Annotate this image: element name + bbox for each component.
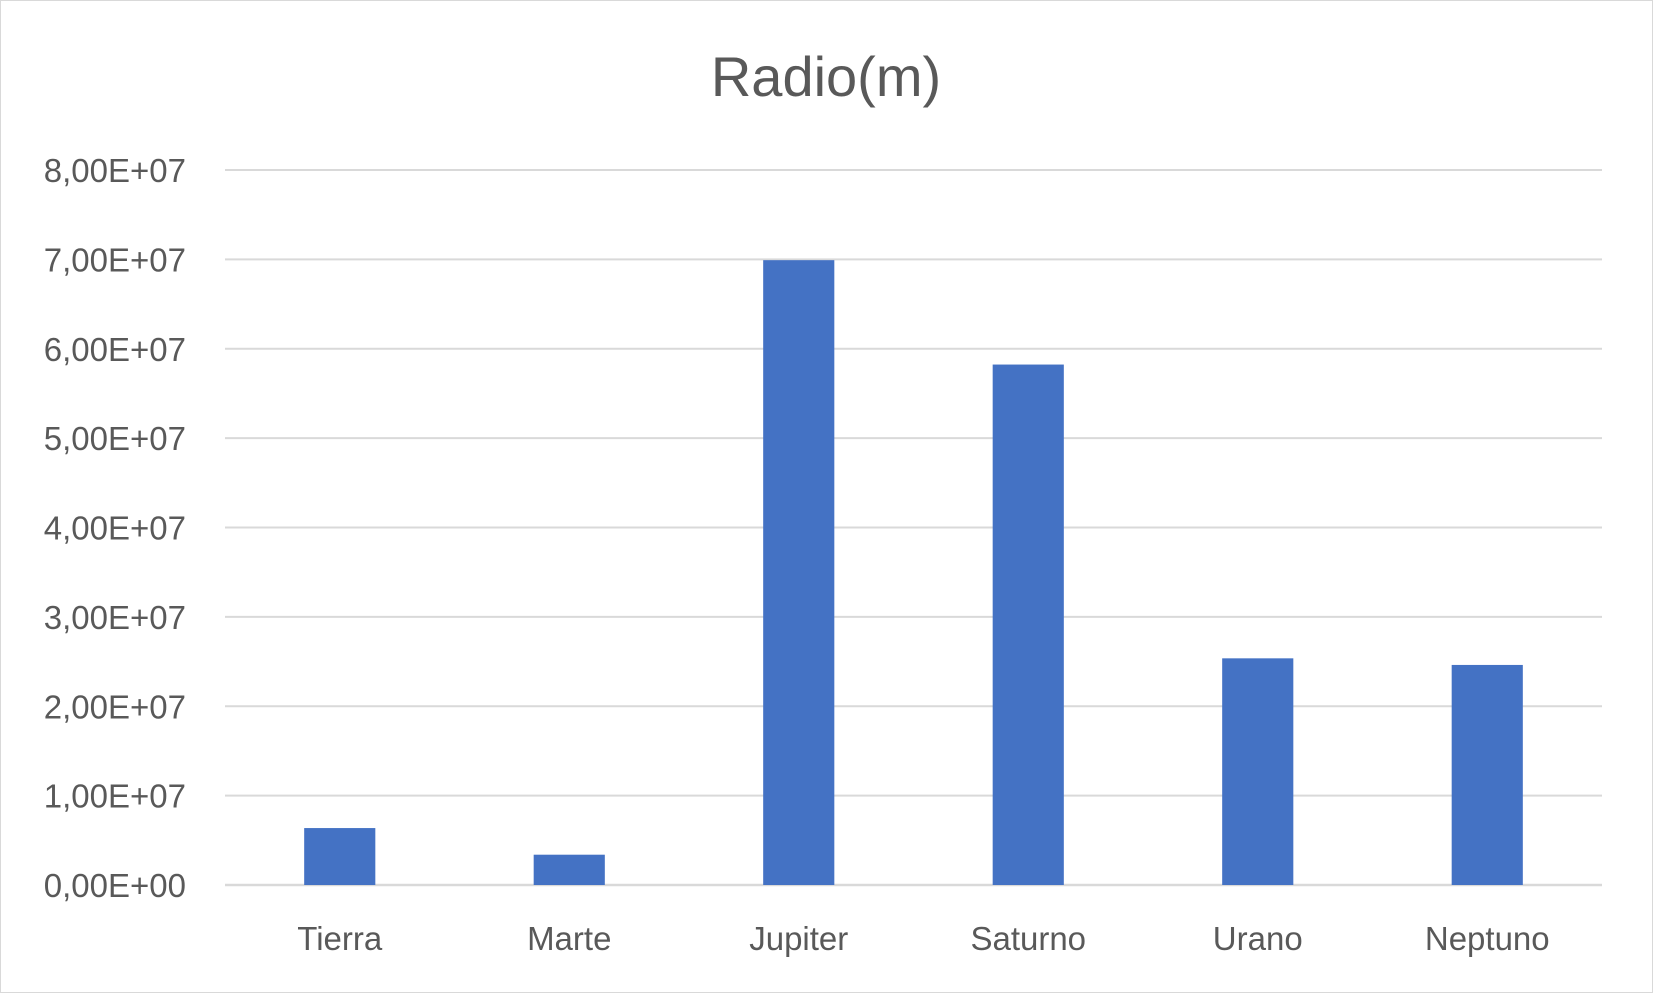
y-tick-label: 1,00E+07: [44, 778, 186, 815]
bars: [304, 260, 1523, 886]
x-category-label: Saturno: [970, 920, 1086, 957]
y-tick-label: 0,00E+00: [44, 867, 186, 904]
y-tick-label: 2,00E+07: [44, 688, 186, 725]
x-category-label: Jupiter: [749, 920, 848, 957]
y-tick-label: 7,00E+07: [44, 241, 186, 278]
chart-title: Radio(m): [711, 45, 941, 108]
x-category-label: Marte: [527, 920, 611, 957]
gridlines: [225, 169, 1602, 887]
bar-marte: [533, 854, 605, 885]
bar-tierra: [304, 828, 376, 885]
bar-urano: [1222, 658, 1294, 885]
bar-jupiter: [763, 260, 835, 886]
y-tick-label: 8,00E+07: [44, 152, 186, 189]
y-tick-label: 3,00E+07: [44, 599, 186, 636]
x-category-label: Urano: [1213, 920, 1303, 957]
x-category-label: Neptuno: [1425, 920, 1550, 957]
y-tick-label: 6,00E+07: [44, 331, 186, 368]
bar-neptuno: [1451, 664, 1523, 885]
x-category-label: Tierra: [297, 920, 383, 957]
x-axis-categories: Tierra Marte Jupiter Saturno Urano Neptuno: [297, 920, 1549, 957]
y-tick-label: 5,00E+07: [44, 420, 186, 457]
bar-saturno: [992, 364, 1064, 885]
y-tick-label: 4,00E+07: [44, 510, 186, 547]
y-axis-ticks: 0,00E+00 1,00E+07 2,00E+07 3,00E+07 4,00E+07…: [44, 152, 186, 904]
